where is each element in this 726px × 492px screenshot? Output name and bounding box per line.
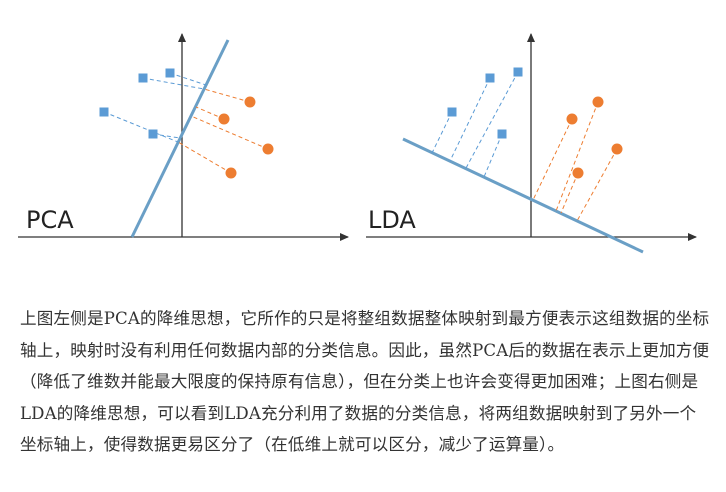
lda-dash-b3 xyxy=(560,172,579,214)
pca-label: PCA xyxy=(26,206,74,234)
lda-class-a-point xyxy=(497,129,507,139)
lda-projection-dashes xyxy=(431,71,618,222)
lda-class-a-point xyxy=(513,67,523,77)
pca-panel: PCA xyxy=(18,33,349,241)
pca-class-a-point xyxy=(138,73,148,83)
pca-class-b-point xyxy=(225,167,237,179)
pca-class-a-point xyxy=(148,129,158,139)
pca-dash-b4 xyxy=(177,141,232,174)
lda-panel: LDA xyxy=(366,33,697,254)
lda-dash-a1 xyxy=(431,111,453,154)
lda-class-b-point xyxy=(572,167,584,179)
lda-dash-a4 xyxy=(483,133,503,178)
lda-dash-b1 xyxy=(532,118,573,201)
pca-dash-a3 xyxy=(103,111,179,143)
pca-dash-b1 xyxy=(203,88,251,103)
pca-projection-dashes xyxy=(103,72,269,174)
lda-dash-b2 xyxy=(555,101,599,212)
pca-class-a-point xyxy=(165,68,175,78)
pca-class-b-point xyxy=(262,143,274,155)
pca-dash-a2 xyxy=(169,72,207,86)
pca-dash-b2 xyxy=(195,106,225,120)
pca-lda-diagram: PCA LDA xyxy=(18,33,697,254)
lda-dash-b4 xyxy=(576,148,618,222)
pca-dash-b3 xyxy=(190,115,269,150)
pca-projection-line xyxy=(130,39,230,238)
pca-class-a-point xyxy=(99,107,109,117)
lda-projection-line xyxy=(402,137,644,254)
lda-dash-a3 xyxy=(465,71,519,169)
pca-dash-a4 xyxy=(152,133,181,139)
pca-dash-a1 xyxy=(142,77,205,90)
lda-class-b-point xyxy=(566,113,578,125)
lda-class-a-point xyxy=(485,73,495,83)
lda-dash-a2 xyxy=(449,77,491,162)
pca-class-b-point xyxy=(218,113,230,125)
lda-class-b-point xyxy=(611,143,623,155)
lda-class-a-point xyxy=(447,107,457,117)
lda-label: LDA xyxy=(368,206,416,234)
lda-class-b-point xyxy=(592,96,604,108)
caption-paragraph: 上图左侧是PCA的降维思想，它所作的只是将整组数据整体映射到最方便表示这组数据的… xyxy=(20,309,710,454)
pca-class-b-point xyxy=(244,96,256,108)
